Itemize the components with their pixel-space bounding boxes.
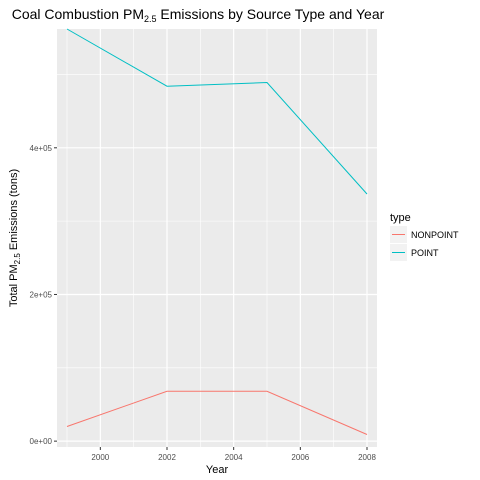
x-tick-label: 2002	[158, 453, 176, 462]
legend-label-point: POINT	[411, 248, 439, 258]
legend-title: type	[390, 212, 411, 224]
chart-title: Coal Combustion PM2.5 Emissions by Sourc…	[12, 6, 385, 24]
y-axis-title: Total PM2.5 Emissions (tons)	[8, 169, 22, 307]
x-axis-title: Year	[206, 464, 229, 476]
y-axis: 0e+00 2e+05 4e+05	[30, 144, 57, 446]
plot-panel	[57, 29, 377, 447]
y-tick-label: 4e+05	[30, 144, 53, 153]
x-tick-label: 2004	[225, 453, 243, 462]
x-tick-label: 2006	[291, 453, 309, 462]
x-tick-label: 2000	[91, 453, 109, 462]
y-tick-label: 2e+05	[30, 290, 53, 299]
legend-label-nonpoint: NONPOINT	[411, 230, 459, 240]
x-tick-label: 2008	[358, 453, 376, 462]
y-tick-label: 0e+00	[30, 437, 53, 446]
legend: type NONPOINT POINT	[390, 212, 459, 261]
x-axis: 2000 2002 2004 2006 2008	[91, 447, 376, 462]
